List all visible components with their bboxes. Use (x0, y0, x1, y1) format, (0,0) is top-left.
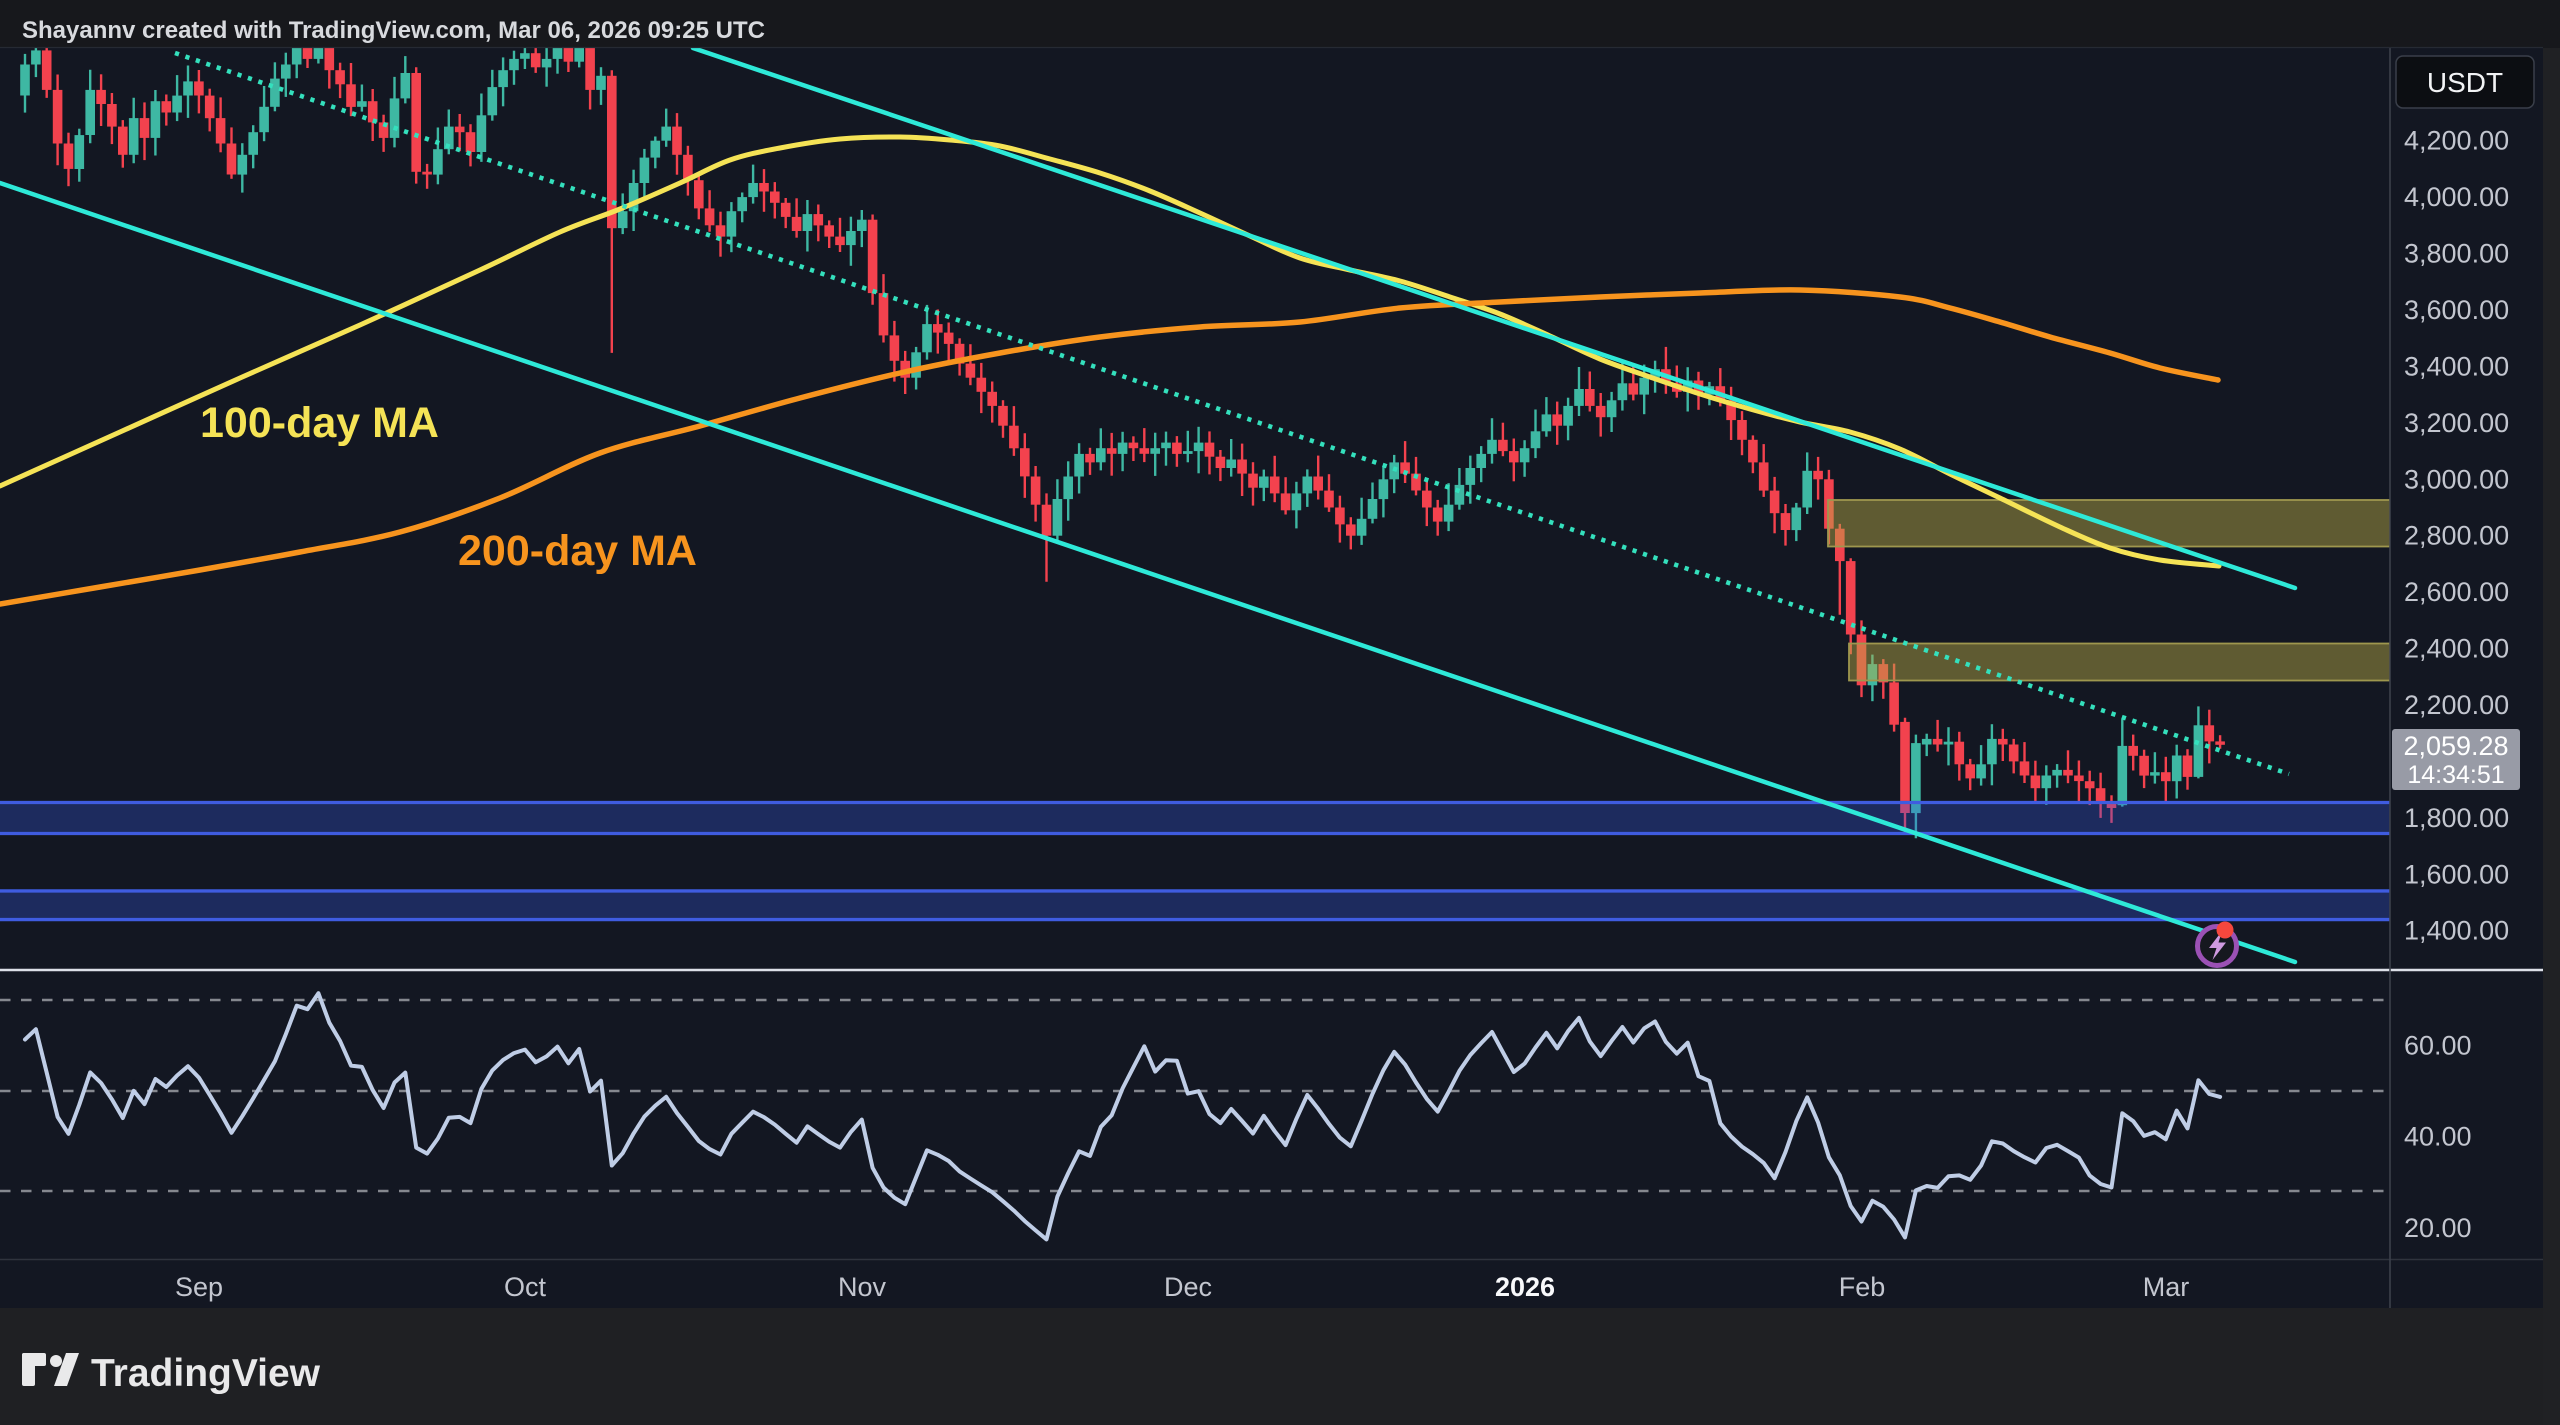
svg-text:1,400.00: 1,400.00 (2404, 916, 2509, 946)
svg-text:3,200.00: 3,200.00 (2404, 408, 2509, 438)
svg-text:3,800.00: 3,800.00 (2404, 239, 2509, 269)
svg-text:2,059.28: 2,059.28 (2403, 731, 2508, 761)
svg-text:3,600.00: 3,600.00 (2404, 295, 2509, 325)
svg-text:Nov: Nov (838, 1272, 887, 1302)
svg-text:100-day MA: 100-day MA (200, 399, 439, 447)
svg-text:3,400.00: 3,400.00 (2404, 351, 2509, 381)
svg-text:Oct: Oct (504, 1272, 547, 1302)
svg-text:2,600.00: 2,600.00 (2404, 577, 2509, 607)
svg-text:4,000.00: 4,000.00 (2404, 182, 2509, 212)
svg-text:TradingView: TradingView (91, 1352, 321, 1395)
svg-text:Feb: Feb (1839, 1272, 1886, 1302)
svg-text:2,800.00: 2,800.00 (2404, 521, 2509, 551)
svg-text:2,400.00: 2,400.00 (2404, 634, 2509, 664)
svg-text:14:34:51: 14:34:51 (2407, 761, 2504, 789)
svg-text:200-day MA: 200-day MA (458, 527, 697, 575)
svg-text:Dec: Dec (1164, 1272, 1212, 1302)
svg-text:Shayannv created with TradingV: Shayannv created with TradingView.com, M… (22, 17, 765, 44)
svg-text:USDT: USDT (2427, 67, 2503, 98)
svg-text:2026: 2026 (1495, 1272, 1555, 1302)
svg-text:40.00: 40.00 (2404, 1122, 2472, 1152)
svg-text:1,600.00: 1,600.00 (2404, 859, 2509, 889)
svg-text:60.00: 60.00 (2404, 1030, 2472, 1060)
svg-text:Mar: Mar (2143, 1272, 2190, 1302)
svg-text:Sep: Sep (175, 1272, 223, 1302)
svg-text:3,000.00: 3,000.00 (2404, 464, 2509, 494)
svg-text:2,200.00: 2,200.00 (2404, 690, 2509, 720)
svg-text:4,200.00: 4,200.00 (2404, 126, 2509, 156)
svg-text:1,800.00: 1,800.00 (2404, 803, 2509, 833)
svg-text:20.00: 20.00 (2404, 1213, 2472, 1243)
